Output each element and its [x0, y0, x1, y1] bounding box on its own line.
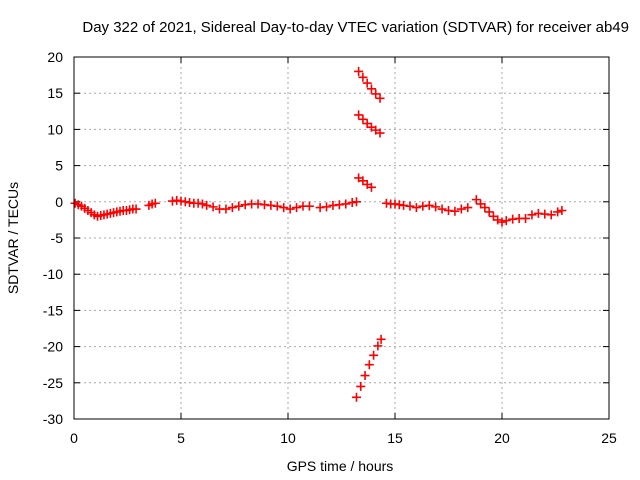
data-point: [484, 207, 494, 217]
data-point: [279, 203, 289, 213]
grid-lines: [74, 57, 609, 419]
y-tick-label: 15: [47, 85, 63, 101]
data-point: [376, 334, 386, 344]
x-tick-label: 15: [387, 430, 403, 446]
data-point: [364, 360, 374, 370]
y-tick-label: -30: [43, 411, 63, 427]
data-point: [208, 202, 218, 212]
data-point: [501, 216, 511, 226]
y-tick-label: 10: [47, 121, 63, 137]
data-point: [227, 203, 237, 213]
y-tick-label: 0: [55, 194, 63, 210]
data-point: [234, 201, 244, 211]
data-point: [131, 204, 141, 214]
data-point: [360, 371, 370, 381]
data-point: [356, 381, 366, 391]
data-point: [405, 201, 415, 211]
y-tick-label: -20: [43, 339, 63, 355]
data-point: [351, 197, 361, 207]
data-point: [362, 78, 372, 88]
y-axis-ticks: 20 15 10 5 0 -5 -10 -15 -20 -25 -30: [43, 49, 609, 427]
data-point: [369, 350, 379, 360]
x-tick-label: 10: [280, 430, 296, 446]
data-point: [322, 202, 332, 212]
x-axis-ticks: 0 5 10 15 20 25: [70, 57, 617, 446]
data-point: [292, 203, 302, 213]
data-point: [373, 341, 383, 351]
data-point: [341, 199, 351, 209]
data-point: [437, 204, 447, 214]
data-point: [358, 114, 368, 124]
data-point: [371, 89, 381, 99]
data-point: [354, 110, 364, 120]
plot-frame: [73, 56, 610, 420]
data-point: [497, 217, 507, 227]
y-tick-label: -5: [51, 230, 64, 246]
data-points: [70, 66, 567, 402]
data-point: [304, 201, 314, 211]
data-point: [456, 204, 466, 214]
data-point: [424, 200, 434, 210]
data-point: [493, 215, 503, 225]
data-point: [351, 392, 361, 402]
data-point: [546, 210, 556, 220]
data-point: [431, 202, 441, 212]
data-point: [375, 93, 385, 103]
data-point: [450, 206, 460, 216]
data-point: [480, 203, 490, 213]
data-point: [221, 204, 231, 214]
x-tick-label: 0: [70, 430, 78, 446]
data-point: [272, 201, 282, 211]
data-point: [366, 84, 376, 94]
data-point: [471, 195, 481, 205]
data-point: [527, 210, 537, 220]
data-point: [366, 182, 376, 192]
x-tick-label: 5: [177, 430, 185, 446]
data-point: [285, 204, 295, 214]
x-axis-label: GPS time / hours: [287, 458, 394, 474]
data-point: [150, 198, 160, 208]
x-tick-label: 20: [494, 430, 510, 446]
data-point: [197, 199, 207, 209]
data-point: [358, 72, 368, 82]
y-tick-label: 20: [47, 49, 63, 65]
data-point: [202, 200, 212, 210]
data-point: [411, 203, 421, 213]
y-tick-label: -10: [43, 266, 63, 282]
x-tick-label: 25: [601, 430, 617, 446]
y-tick-label: 5: [55, 158, 63, 174]
data-point: [354, 66, 364, 76]
y-tick-label: -25: [43, 375, 63, 391]
data-point: [375, 128, 385, 138]
chart-title: Day 322 of 2021, Sidereal Day-to-day VTE…: [82, 19, 629, 36]
data-point: [557, 205, 567, 215]
y-tick-label: -15: [43, 302, 63, 318]
data-point: [521, 213, 531, 223]
data-point: [463, 203, 473, 213]
y-axis-label: SDTVAR / TECUs: [5, 182, 21, 294]
data-point: [553, 207, 563, 217]
